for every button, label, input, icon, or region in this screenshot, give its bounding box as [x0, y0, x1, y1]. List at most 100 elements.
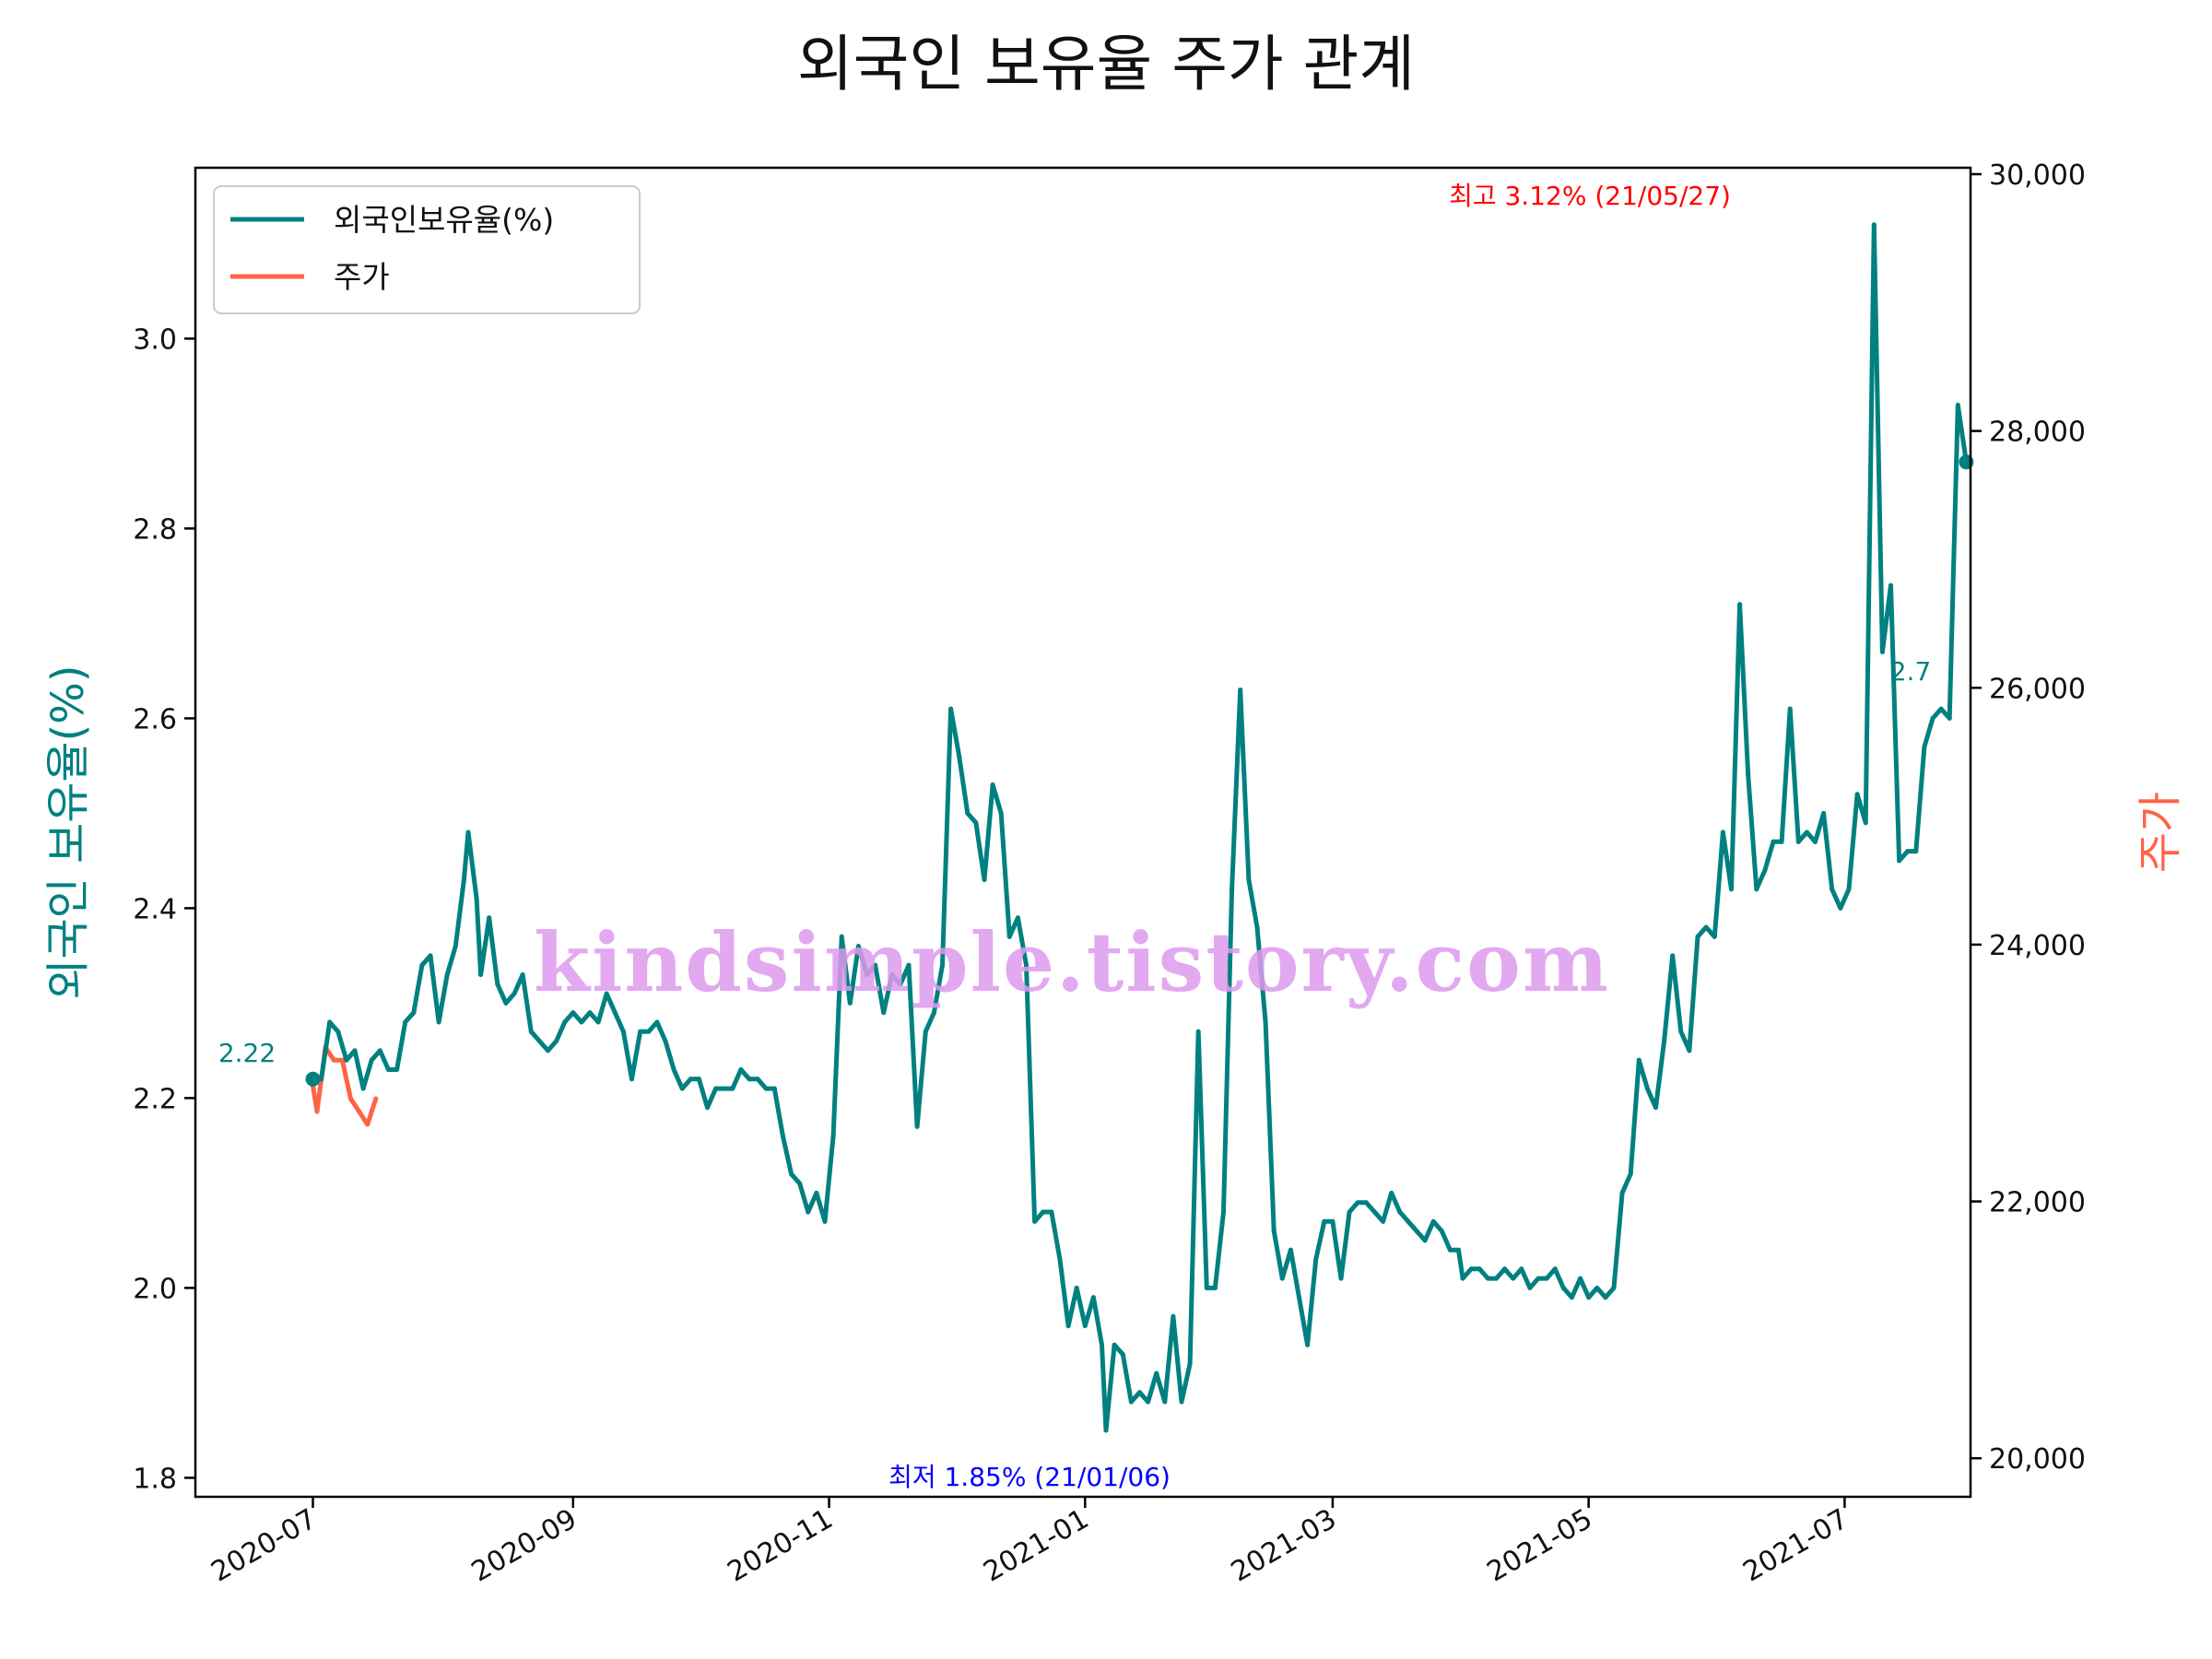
- data-point: [571, 1010, 576, 1016]
- data-point: [344, 1057, 349, 1063]
- chart-title: 외국인 보유율 주가 관계: [797, 29, 1415, 100]
- data-point: [923, 1029, 928, 1034]
- data-point: [1611, 1285, 1617, 1290]
- data-point: [1313, 1257, 1319, 1262]
- data-point: [688, 1077, 693, 1082]
- legend-label-stock-price: 주가: [334, 259, 390, 295]
- data-point: [474, 896, 479, 901]
- data-point: [1430, 1218, 1436, 1224]
- data-point: [1254, 924, 1260, 930]
- data-point: [1955, 403, 1960, 407]
- data-point: [990, 782, 995, 787]
- data-point: [998, 810, 1004, 816]
- data-point: [763, 1086, 769, 1091]
- data-point: [403, 1019, 408, 1025]
- data-point: [1162, 1399, 1168, 1405]
- legend: 외국인보유율(%) 주가: [213, 185, 641, 314]
- data-point: [1406, 1218, 1411, 1224]
- data-point: [679, 1086, 685, 1091]
- data-point: [1720, 830, 1725, 835]
- data-point: [453, 944, 458, 949]
- data-point: [789, 1171, 794, 1177]
- data-point: [1230, 887, 1235, 892]
- right-tick-label: 30,000: [1989, 159, 2086, 192]
- data-point: [780, 1134, 785, 1139]
- data-point: [1619, 1190, 1625, 1195]
- data-point: [771, 1086, 777, 1091]
- data-point: [629, 1077, 634, 1082]
- data-point: [839, 934, 844, 939]
- data-point: [1322, 1218, 1327, 1224]
- data-point: [495, 982, 500, 987]
- annotation-max: 최고 3.12% (21/05/27): [1449, 181, 1731, 211]
- data-point: [1263, 1019, 1268, 1025]
- data-point: [1838, 905, 1843, 911]
- data-point: [722, 1086, 727, 1091]
- data-point: [1414, 1229, 1419, 1234]
- data-point: [1065, 1324, 1071, 1329]
- data-point: [1195, 1029, 1201, 1034]
- data-point: [898, 982, 903, 987]
- data-point: [830, 1134, 836, 1139]
- data-point: [1221, 1209, 1226, 1215]
- data-point: [536, 1039, 542, 1044]
- annotation-start-value: 2.22: [218, 1038, 276, 1068]
- data-point: [335, 1029, 341, 1034]
- data-point: [1594, 1285, 1600, 1290]
- data-point: [1128, 1399, 1134, 1405]
- data-point: [1603, 1295, 1608, 1300]
- data-point: [339, 1057, 345, 1063]
- data-point: [360, 1086, 366, 1091]
- data-point: [755, 1077, 760, 1082]
- data-point: [419, 962, 425, 968]
- data-point: [1090, 1295, 1096, 1300]
- data-point: [914, 1124, 920, 1129]
- data-point: [1397, 1209, 1403, 1215]
- data-point: [1154, 1371, 1159, 1376]
- data-point: [546, 1048, 550, 1053]
- data-point: [713, 1086, 719, 1091]
- data-point: [604, 991, 609, 996]
- data-point: [1578, 1276, 1583, 1281]
- data-point: [1771, 839, 1776, 844]
- data-point: [663, 1039, 668, 1044]
- left-axis-title: 외국인 보유율(%): [42, 665, 94, 999]
- data-point: [1100, 1342, 1104, 1347]
- data-point: [1586, 1295, 1592, 1300]
- data-point: [1032, 1218, 1038, 1224]
- data-point: [646, 1029, 652, 1034]
- data-point: [705, 1105, 710, 1111]
- data-point: [865, 972, 869, 977]
- data-point: [587, 1010, 593, 1016]
- data-point: [528, 1029, 534, 1034]
- data-point: [730, 1086, 735, 1091]
- data-point: [738, 1067, 744, 1072]
- data-point: [822, 1218, 828, 1224]
- data-point: [352, 1048, 358, 1053]
- data-point: [982, 877, 987, 882]
- data-point: [1468, 1266, 1474, 1272]
- data-point: [1511, 1276, 1516, 1281]
- data-point: [1238, 688, 1243, 692]
- data-point: [931, 1010, 936, 1016]
- data-point: [1527, 1285, 1533, 1290]
- data-point: [1271, 1229, 1277, 1234]
- data-point: [1795, 839, 1801, 844]
- data-point: [1347, 1209, 1352, 1215]
- data-point: [1212, 1285, 1218, 1290]
- right-tick-label: 28,000: [1989, 417, 2086, 449]
- data-point: [1049, 1209, 1054, 1215]
- data-point: [1204, 1285, 1209, 1290]
- data-point: [1888, 582, 1893, 588]
- data-point: [579, 1019, 584, 1025]
- data-point: [394, 1067, 400, 1072]
- series-layer: [305, 222, 1974, 1433]
- data-point: [357, 1109, 362, 1114]
- data-point: [1644, 1086, 1650, 1091]
- data-point: [503, 1000, 509, 1006]
- data-point: [1494, 1276, 1499, 1281]
- data-point: [855, 944, 861, 949]
- data-point: [1074, 1285, 1079, 1290]
- data-point: [1297, 1295, 1301, 1300]
- data-point: [365, 1122, 371, 1127]
